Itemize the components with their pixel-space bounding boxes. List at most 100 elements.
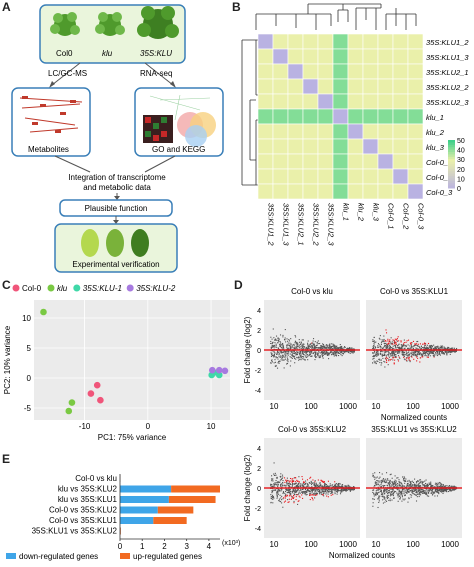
ma-point	[375, 482, 376, 483]
ma-point	[426, 489, 427, 490]
ma-point	[292, 484, 293, 485]
legend-tick: 10	[457, 176, 465, 183]
ma-point	[396, 493, 397, 494]
ma-point	[285, 337, 286, 338]
ma-point	[314, 489, 315, 490]
ma-point	[285, 359, 286, 360]
ma-point	[405, 491, 406, 492]
ma-point	[272, 491, 273, 492]
ma-point	[313, 347, 314, 348]
ma-point	[300, 357, 301, 358]
ma-point	[447, 485, 448, 486]
ma-point-significant	[288, 480, 289, 481]
ma-point	[345, 347, 346, 348]
ma-xtick: 100	[304, 540, 318, 549]
ma-point	[302, 352, 303, 353]
ma-point	[432, 494, 433, 495]
ma-point	[375, 354, 376, 355]
ma-point	[441, 491, 442, 492]
ma-point	[279, 363, 280, 364]
ma-point-significant	[290, 481, 291, 482]
ma-point	[334, 492, 335, 493]
ma-point	[297, 485, 298, 486]
ma-point	[290, 346, 291, 347]
legend-down-swatch	[6, 553, 16, 559]
ma-point	[272, 355, 273, 356]
plausible-function-label: Plausible function	[85, 204, 148, 213]
ma-point	[438, 486, 439, 487]
ma-point	[291, 355, 292, 356]
ma-point	[302, 358, 303, 359]
ma-point	[297, 504, 298, 505]
ma-point	[388, 483, 389, 484]
heatmap-cell	[378, 109, 393, 124]
heatmap-cell	[288, 94, 303, 109]
ma-point	[280, 357, 281, 358]
ma-point	[274, 484, 275, 485]
ma-point	[399, 485, 400, 486]
ma-point	[396, 477, 397, 478]
heatmap-cell	[393, 109, 408, 124]
ma-point	[374, 495, 375, 496]
ma-point-significant	[312, 479, 313, 480]
ma-point	[301, 348, 302, 349]
ma-point	[286, 353, 287, 354]
ma-point	[392, 353, 393, 354]
ma-point	[298, 489, 299, 490]
ma-point	[289, 484, 290, 485]
pca-legend-label: Col-0	[22, 284, 42, 293]
genotype-klu: klu	[102, 49, 113, 58]
heatmap-cell	[273, 79, 288, 94]
ma-point	[307, 484, 308, 485]
ma-point	[424, 493, 425, 494]
ma-point	[284, 339, 285, 340]
ma-point-significant	[303, 482, 304, 483]
ma-point	[372, 492, 373, 493]
ma-point-significant	[323, 482, 324, 483]
ma-point	[280, 476, 281, 477]
ma-point	[416, 348, 417, 349]
ma-point	[311, 347, 312, 348]
ma-point	[398, 489, 399, 490]
ma-point	[325, 489, 326, 490]
ma-point	[425, 490, 426, 491]
ma-point	[284, 493, 285, 494]
heatmap-cell	[273, 154, 288, 169]
pca-point	[209, 367, 216, 374]
ma-point-significant	[395, 339, 396, 340]
ma-point	[381, 360, 382, 361]
ma-point	[328, 347, 329, 348]
ma-point	[416, 485, 417, 486]
ma-point	[382, 358, 383, 359]
ma-point	[410, 484, 411, 485]
heatmap-cell	[303, 34, 318, 49]
ma-point-significant	[302, 476, 303, 477]
ma-point-significant	[318, 479, 319, 480]
ma-point	[373, 476, 374, 477]
ma-point-significant	[328, 496, 329, 497]
heatmap-cell	[303, 79, 318, 94]
heatmap-cell	[333, 49, 348, 64]
ma-point	[411, 497, 412, 498]
ma-point	[393, 485, 394, 486]
ma-point	[404, 483, 405, 484]
ma-point	[296, 486, 297, 487]
ma-point-significant	[399, 357, 400, 358]
ma-point	[377, 345, 378, 346]
ma-point	[373, 355, 374, 356]
ma-point	[309, 493, 310, 494]
ma-point	[322, 353, 323, 354]
ma-point	[274, 359, 275, 360]
ma-point	[350, 490, 351, 491]
heatmap-cell	[288, 124, 303, 139]
ma-point	[417, 481, 418, 482]
ma-point	[282, 352, 283, 353]
bar-xtick: 2	[162, 542, 167, 551]
ma-point	[452, 490, 453, 491]
ma-point	[377, 352, 378, 353]
ma-point	[379, 482, 380, 483]
ma-point	[282, 507, 283, 508]
ma-point	[419, 483, 420, 484]
ma-point	[283, 346, 284, 347]
ma-point	[276, 344, 277, 345]
